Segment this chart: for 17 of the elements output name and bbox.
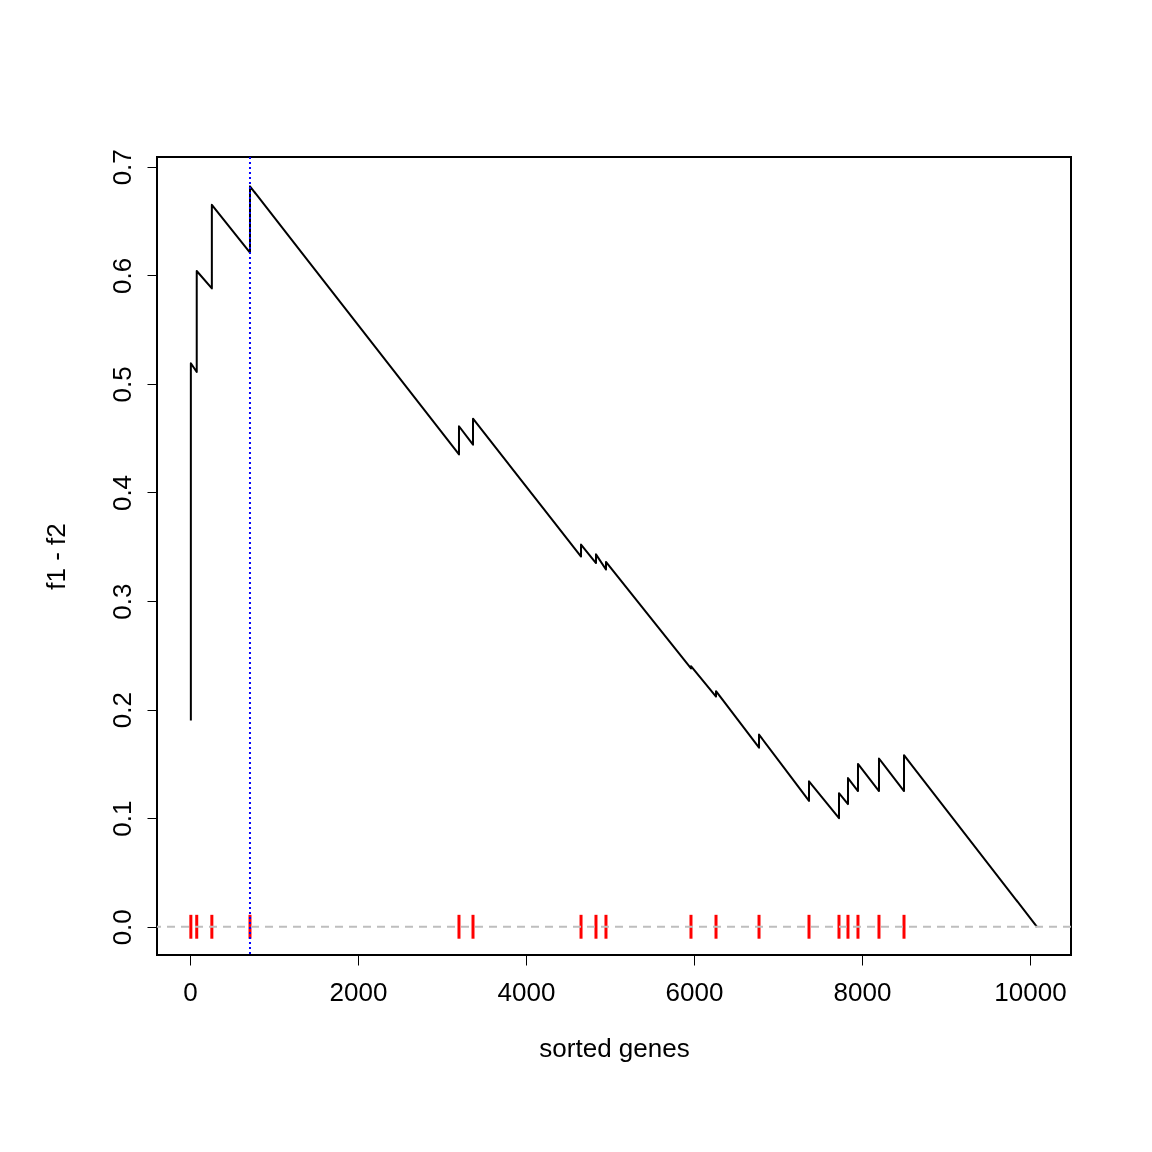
- y-tick-label: 0.6: [106, 257, 137, 294]
- x-tick-label: 10000: [994, 976, 1067, 1007]
- x-tick-label: 6000: [665, 976, 724, 1007]
- y-axis-title: f1 - f2: [40, 523, 71, 590]
- y-tick-label: 0.7: [106, 149, 137, 186]
- y-tick-label: 0.0: [106, 909, 137, 946]
- y-tick-label: 0.3: [106, 583, 137, 620]
- x-axis-title: sorted genes: [539, 1032, 690, 1063]
- x-tick-label: 2000: [329, 976, 388, 1007]
- y-tick-label: 0.5: [106, 366, 137, 403]
- line-series: [189, 185, 1038, 928]
- x-tick-label: 0: [183, 976, 198, 1007]
- x-tick-label: 8000: [833, 976, 892, 1007]
- y-tick-label: 0.4: [106, 474, 137, 512]
- y-tick-label: 0.1: [106, 800, 137, 837]
- y-tick-label: 0.2: [106, 692, 137, 729]
- x-tick-label: 4000: [497, 976, 556, 1007]
